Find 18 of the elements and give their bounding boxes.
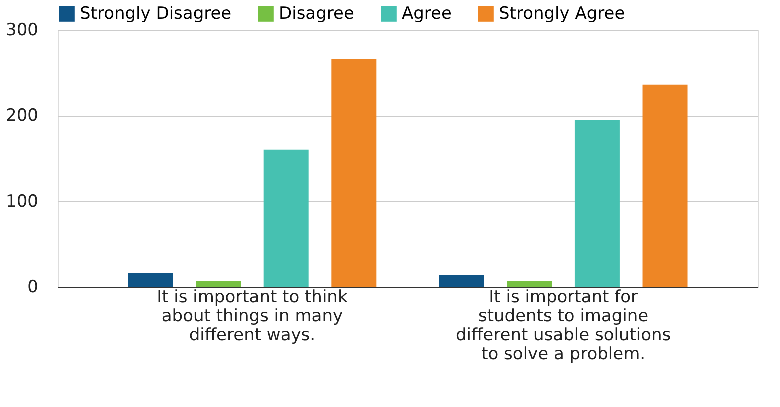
- legend-label: Strongly Agree: [499, 4, 626, 24]
- y-tick-label: 200: [6, 106, 38, 126]
- bar: [507, 281, 552, 287]
- bar: [196, 281, 242, 287]
- legend-label: Agree: [402, 4, 452, 24]
- bar: [439, 275, 484, 287]
- bar: [642, 84, 688, 287]
- x-tick-label: It is important for students to imagine different usable solutions to solve a problem.: [456, 288, 672, 364]
- bar: [128, 273, 174, 287]
- bar: [574, 120, 620, 287]
- y-tick-label: 0: [28, 278, 38, 298]
- x-tick-label: It is important to think about things in many different ways.: [157, 288, 348, 346]
- bar: [332, 59, 377, 287]
- legend-label: Strongly Disagree: [80, 4, 232, 24]
- y-tick-label: 100: [6, 192, 38, 212]
- y-tick-label: 300: [6, 20, 38, 40]
- bar: [264, 150, 309, 287]
- legend-label: Disagree: [279, 4, 354, 24]
